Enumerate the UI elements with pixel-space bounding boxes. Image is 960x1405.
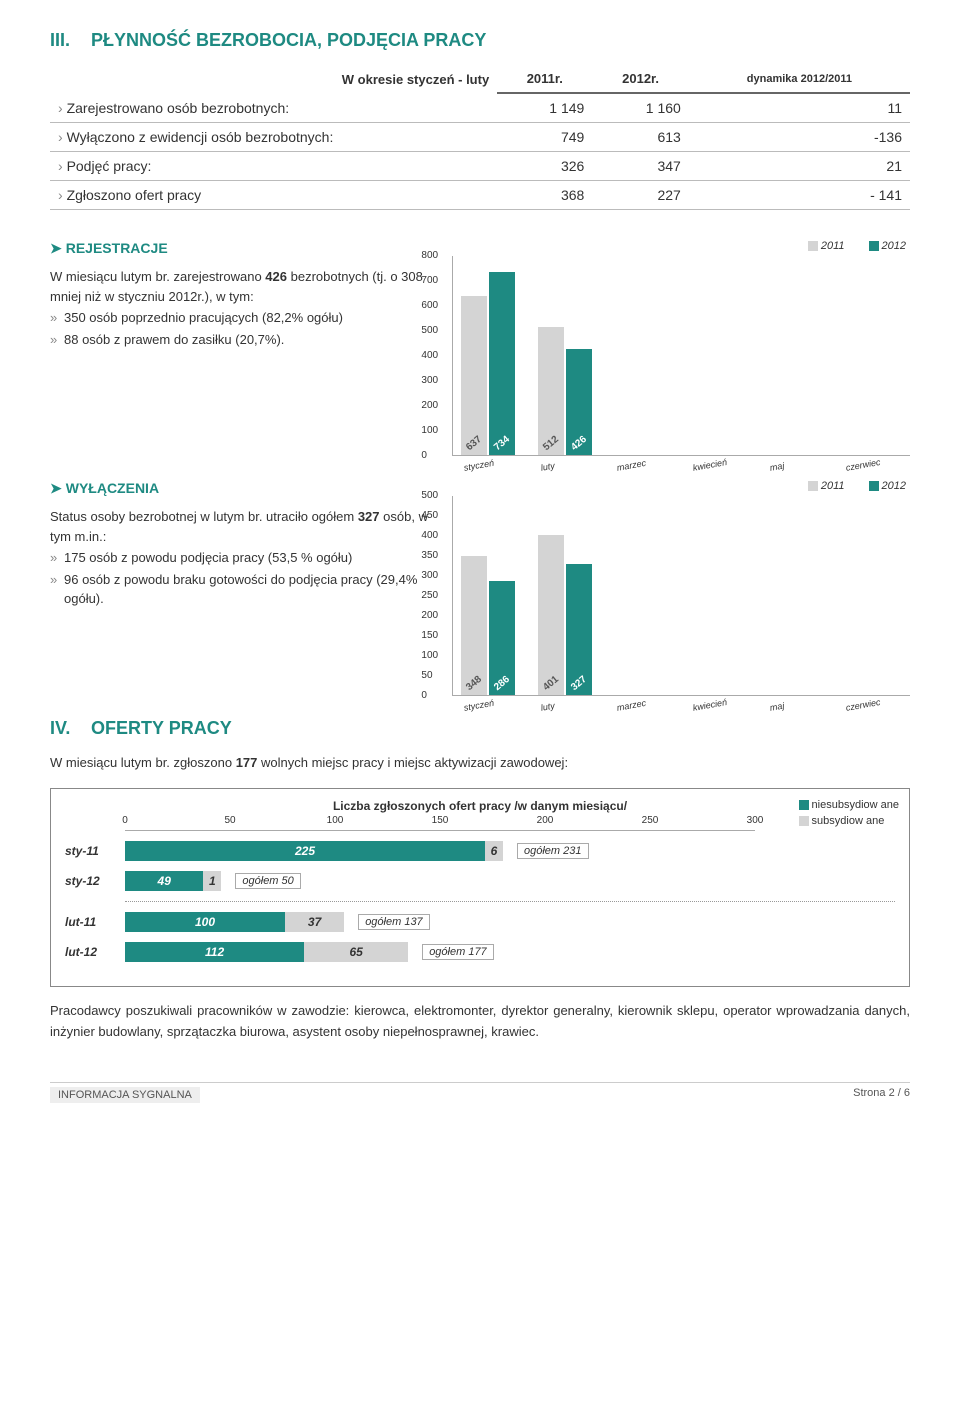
wylaczenia-chart: 20112012050100150200250300350400450500st… (452, 478, 910, 696)
hrow-total: ogółem 50 (235, 873, 300, 889)
chart-bar: 426 (566, 349, 592, 456)
table-cell: 1 149 (497, 93, 592, 123)
table-cell: 21 (689, 152, 910, 181)
list-item: 96 osób z powodu braku gotowości do podj… (50, 570, 428, 609)
chart-bar: 734 (489, 272, 515, 456)
offers-hchart: Liczba zgłoszonych ofert pracy /w danym … (50, 788, 910, 987)
footer-right: Strona 2 / 6 (853, 1087, 910, 1103)
table-cell: - 141 (689, 181, 910, 210)
hchart-row: sty-11 225 6 ogółem 231 (65, 841, 895, 861)
rej-pre: W miesiącu lutym br. zarejestrowano (50, 269, 265, 284)
hbar-sub: 37 (285, 912, 344, 932)
table-cell: -136 (689, 123, 910, 152)
table-cell: 326 (497, 152, 592, 181)
rejestracje-chart: 201120120100200300400500600700800styczeń… (452, 238, 910, 456)
hbar-nie: 225 (125, 841, 485, 861)
hbar-sub: 6 (485, 841, 503, 861)
chart-bar: 348 (461, 556, 487, 695)
wylaczenia-text: ➤WYŁĄCZENIA Status osoby bezrobotnej w l… (50, 478, 428, 696)
hbar-nie: 49 (125, 871, 203, 891)
table-cell: 1 160 (592, 93, 688, 123)
chart-bar: 512 (538, 327, 564, 455)
list-item: 175 osób z powodu podjęcia pracy (53,5 %… (50, 548, 428, 568)
hrow-total: ogółem 231 (517, 843, 589, 859)
title-3-text: PŁYNNOŚĆ BEZROBOCIA, PODJĘCIA PRACY (91, 30, 486, 50)
hbar-sub: 1 (203, 871, 221, 891)
rejestracje-head: REJESTRACJE (66, 240, 168, 256)
hchart-title: Liczba zgłoszonych ofert pracy /w danym … (65, 799, 895, 813)
table-row-label: Zarejestrowano osób bezrobotnych: (50, 93, 497, 123)
col-2012: 2012r. (592, 65, 688, 93)
hchart-row: lut-11 100 37 ogółem 137 (65, 912, 895, 932)
hbar-nie: 112 (125, 942, 304, 962)
list-item: 88 osób z prawem do zasiłku (20,7%). (50, 330, 428, 350)
section-4-title: IV. OFERTY PRACY (50, 718, 910, 739)
col-dyn: dynamika 2012/2011 (689, 65, 910, 93)
closing-text: Pracodawcy poszukiwali pracowników w zaw… (50, 1001, 910, 1043)
table-row-label: Zgłoszono ofert pracy (50, 181, 497, 210)
col-period: W okresie styczeń - luty (50, 65, 497, 93)
chart-bar: 327 (566, 564, 592, 695)
chart-bar: 401 (538, 535, 564, 695)
chart-bar: 637 (461, 296, 487, 455)
roman-3: III. (50, 30, 86, 51)
rejestracje-text: ➤REJESTRACJE W miesiącu lutym br. zareje… (50, 238, 428, 456)
wyl-pre: Status osoby bezrobotnej w lutym br. utr… (50, 509, 358, 524)
chart-bar: 286 (489, 581, 515, 695)
footer-left: INFORMACJA SYGNALNA (50, 1087, 200, 1103)
title-4-text: OFERTY PRACY (91, 718, 232, 738)
hrow-total: ogółem 137 (358, 914, 430, 930)
table-cell: 11 (689, 93, 910, 123)
hbar-nie: 100 (125, 912, 285, 932)
table-cell: 347 (592, 152, 688, 181)
table-cell: 749 (497, 123, 592, 152)
table-cell: 368 (497, 181, 592, 210)
page-footer: INFORMACJA SYGNALNA Strona 2 / 6 (50, 1082, 910, 1103)
col-2011: 2011r. (497, 65, 592, 93)
hchart-row: lut-12 112 65 ogółem 177 (65, 942, 895, 962)
list-item: 350 osób poprzednio pracujących (82,2% o… (50, 308, 428, 328)
hbar-sub: 65 (304, 942, 408, 962)
wyl-bold: 327 (358, 509, 380, 524)
flow-table: W okresie styczeń - luty 2011r. 2012r. d… (50, 65, 910, 210)
table-row-label: Podjęć pracy: (50, 152, 497, 181)
section-4-intro: W miesiącu lutym br. zgłoszono 177 wolny… (50, 753, 910, 774)
table-row-label: Wyłączono z ewidencji osób bezrobotnych: (50, 123, 497, 152)
hrow-total: ogółem 177 (422, 944, 494, 960)
wyl-head: WYŁĄCZENIA (66, 480, 159, 496)
roman-4: IV. (50, 718, 86, 739)
table-cell: 227 (592, 181, 688, 210)
rej-bold: 426 (265, 269, 287, 284)
table-cell: 613 (592, 123, 688, 152)
hchart-row: sty-12 49 1 ogółem 50 (65, 871, 895, 891)
section-3-title: III. PŁYNNOŚĆ BEZROBOCIA, PODJĘCIA PRACY (50, 30, 910, 51)
